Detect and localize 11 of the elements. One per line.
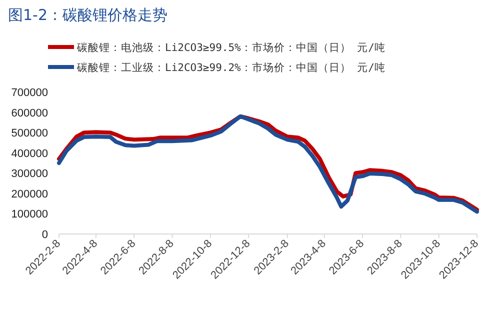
- y-tick-label: 0: [42, 229, 48, 241]
- chart-title: 图1-2：碳酸锂价格走势: [8, 6, 168, 24]
- y-tick-label: 700000: [11, 87, 48, 99]
- legend-label: 碳酸锂：电池级：Li2CO3≥99.5%：市场价：中国（日） 元/吨: [76, 41, 386, 54]
- y-tick-label: 400000: [11, 148, 48, 160]
- y-tick-label: 600000: [11, 107, 48, 120]
- y-tick-label: 200000: [11, 188, 48, 200]
- y-tick-label: 100000: [11, 208, 48, 221]
- legend-label: 碳酸锂：工业级：Li2CO3≥99.2%：市场价：中国（日） 元/吨: [76, 61, 386, 74]
- y-tick-label: 500000: [11, 128, 48, 140]
- y-tick-label: 300000: [11, 168, 48, 180]
